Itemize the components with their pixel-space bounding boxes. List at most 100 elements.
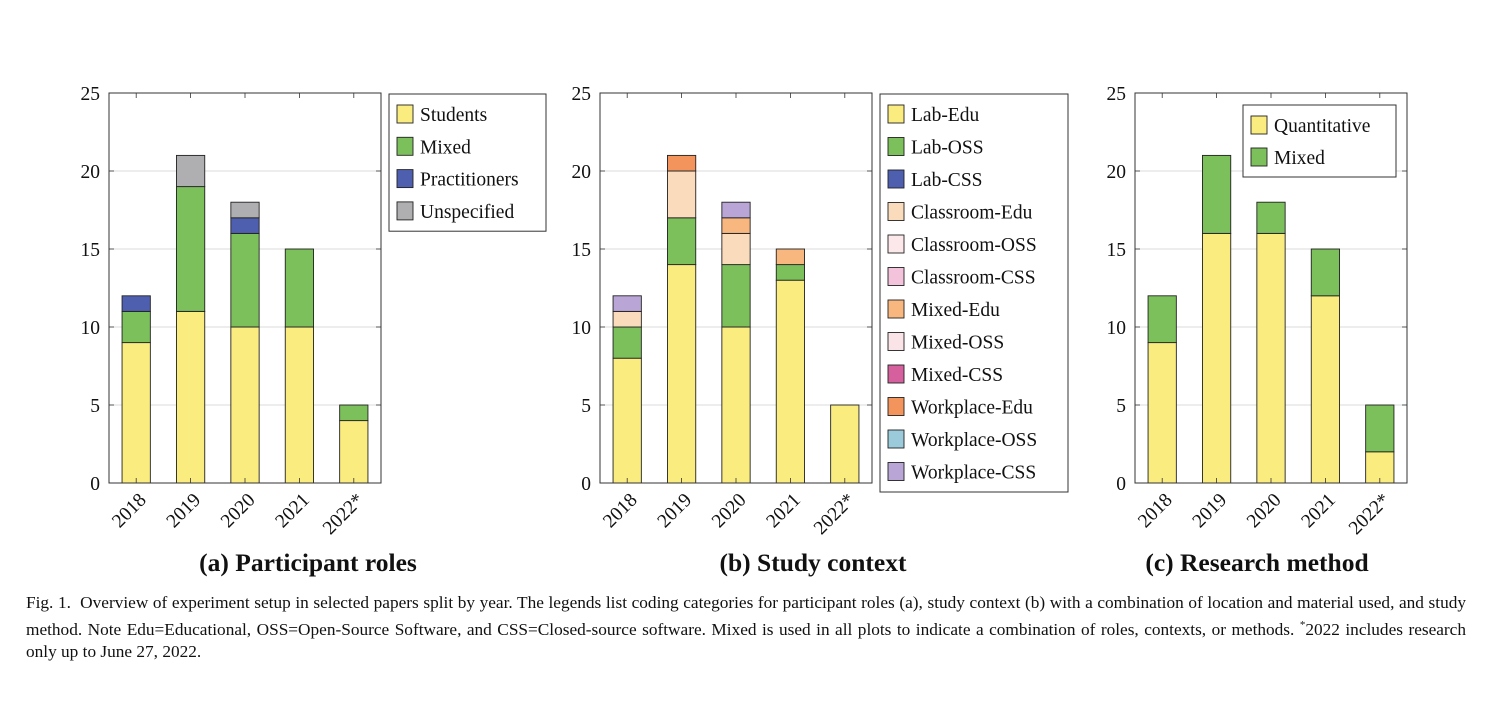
bar-segment xyxy=(230,232,260,328)
legend-box xyxy=(388,93,547,232)
legend-swatch xyxy=(887,364,905,384)
x-tick-label: 2019 xyxy=(163,490,205,532)
chart-1: 0 5 10 15 20 25 2018 2019 2020 2021 2022* (a) Parti… xyxy=(81,84,547,577)
y-tick-label: 0 xyxy=(90,474,100,495)
legend-box xyxy=(879,93,1069,493)
bar-segment xyxy=(284,248,314,328)
legend-label: Unspecified xyxy=(420,202,514,223)
y-tick-label: 10 xyxy=(1107,318,1127,339)
legend-swatch xyxy=(887,397,905,416)
bar-segment xyxy=(121,310,151,344)
y-tick-label: 20 xyxy=(572,162,592,183)
legend-label: Workplace-OSS xyxy=(911,430,1037,451)
y-tick-label: 25 xyxy=(572,84,592,105)
bar-segment xyxy=(1365,404,1395,453)
caption-text: Overview of experiment setup in selected… xyxy=(26,593,1467,639)
legend-swatch xyxy=(887,299,905,319)
legend-label: Students xyxy=(420,105,487,126)
caption-footnote-mark: * xyxy=(1299,619,1306,631)
bar-segment xyxy=(721,326,751,484)
x-tick-label: 2018 xyxy=(599,490,641,532)
legend-label: Mixed-Edu xyxy=(911,300,1000,321)
bar-segment xyxy=(121,295,151,312)
bar-segment xyxy=(667,264,697,484)
legend-swatch xyxy=(887,169,905,189)
legend-swatch xyxy=(887,332,905,351)
x-tick-label: 2021 xyxy=(763,490,805,532)
bar-segment xyxy=(230,326,260,484)
bar-segment xyxy=(176,310,206,484)
legend-label: Classroom-CSS xyxy=(911,268,1036,289)
subplot-title: (a) Participant roles xyxy=(199,548,417,577)
legend-swatch xyxy=(396,201,414,221)
y-tick-label: 5 xyxy=(1116,396,1126,417)
legend-label: Lab-OSS xyxy=(911,138,984,159)
bar-segment xyxy=(775,279,805,484)
bar-segment xyxy=(1365,451,1395,484)
bar-segment xyxy=(667,170,697,219)
y-tick-label: 25 xyxy=(1107,84,1127,105)
bar-segment xyxy=(612,295,642,312)
axis-frame xyxy=(1134,92,1408,484)
bar-segment xyxy=(721,201,751,219)
legend-label: Mixed xyxy=(420,137,471,158)
y-tick-label: 25 xyxy=(81,84,101,105)
bar-segment xyxy=(176,154,206,188)
legend: Students Mixed Practitioners Unspecified xyxy=(388,93,547,232)
bar-segment xyxy=(1202,232,1232,484)
legend-label: Mixed xyxy=(1274,148,1325,169)
bar-segment xyxy=(176,186,206,312)
bar-segment xyxy=(612,310,642,328)
subplot-title: (c) Research method xyxy=(1145,548,1368,577)
legend: Lab-Edu Lab-OSS Lab-CSS Classroom-Edu Classr… xyxy=(879,93,1069,493)
legend-swatch xyxy=(887,104,905,124)
bar-segment xyxy=(667,217,697,266)
axis-frame xyxy=(108,92,382,484)
bar-segment xyxy=(612,357,642,484)
bar-segment xyxy=(284,326,314,484)
bar-segment xyxy=(721,232,751,266)
bar-segment xyxy=(1147,342,1177,484)
y-tick-label: 15 xyxy=(81,240,101,261)
legend-label: Workplace-Edu xyxy=(911,398,1033,419)
legend: Quantitative Mixed xyxy=(1242,104,1397,178)
bar-segment xyxy=(339,404,369,422)
legend-swatch xyxy=(396,169,414,189)
y-tick-label: 5 xyxy=(90,396,100,417)
y-tick-label: 20 xyxy=(1107,162,1127,183)
bar-segment xyxy=(1256,201,1286,234)
legend-swatch xyxy=(396,104,414,124)
legend-label: Lab-CSS xyxy=(911,170,983,191)
legend-label: Workplace-CSS xyxy=(911,463,1036,484)
y-tick-label: 5 xyxy=(581,396,591,417)
y-tick-label: 10 xyxy=(81,318,101,339)
bar-segment xyxy=(1310,295,1340,484)
bar-segment xyxy=(1147,295,1177,344)
x-tick-label: 2019 xyxy=(654,490,696,532)
bar-segment xyxy=(121,342,151,484)
legend-label: Mixed-CSS xyxy=(911,365,1003,386)
legend-swatch xyxy=(887,234,905,254)
legend-swatch xyxy=(887,137,905,156)
y-tick-label: 20 xyxy=(81,162,101,183)
bar-segment xyxy=(1310,248,1340,297)
x-tick-label: 2022* xyxy=(319,490,368,539)
x-tick-label: 2020 xyxy=(708,490,750,532)
legend-swatch xyxy=(1250,115,1268,135)
x-tick-label: 2020 xyxy=(1243,490,1285,532)
chart-2: 0 5 10 15 20 25 2018 2019 2020 2021 2022* (b) Study… xyxy=(572,84,1069,577)
bar-segment xyxy=(230,201,260,219)
legend-swatch xyxy=(887,202,905,221)
x-tick-label: 2021 xyxy=(272,490,314,532)
legend-label: Practitioners xyxy=(420,170,519,191)
legend-label: Classroom-Edu xyxy=(911,203,1033,224)
subplot-title: (b) Study context xyxy=(719,548,907,577)
legend-swatch xyxy=(887,462,905,481)
y-tick-label: 0 xyxy=(581,474,591,495)
legend-swatch xyxy=(1250,147,1268,167)
axis-frame xyxy=(599,92,873,484)
y-tick-label: 0 xyxy=(1116,474,1126,495)
legend-swatch xyxy=(396,136,414,156)
legend-label: Quantitative xyxy=(1274,116,1370,137)
